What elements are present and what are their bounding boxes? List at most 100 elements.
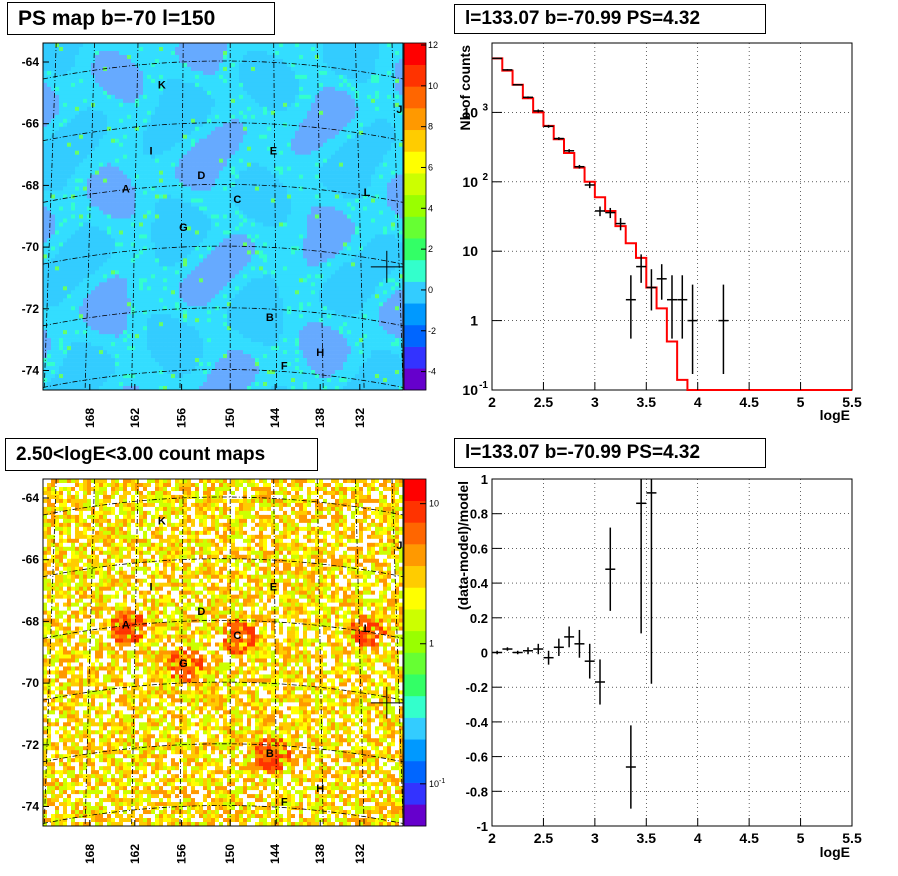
colorbar-swatch [404, 260, 426, 282]
x-tick-label: 2 [488, 830, 496, 846]
source-label: A [122, 184, 130, 196]
x-tick-label: 162 [128, 408, 142, 428]
y-tick-label: -74 [22, 800, 40, 814]
data-point [492, 58, 502, 59]
source-label: L [364, 623, 371, 635]
data-point [544, 651, 554, 665]
x-tick-label: 2.5 [534, 394, 554, 410]
source-label: D [197, 606, 205, 618]
source-label: I [149, 582, 152, 594]
colorbar-swatch [404, 173, 426, 195]
colorbar-tick-label: 8 [428, 122, 433, 132]
x-tick-label: 5 [797, 394, 805, 410]
data-point [585, 644, 595, 679]
source-label: K [158, 80, 166, 92]
colorbar-tick-label: 10-1 [429, 778, 445, 789]
data-point [502, 647, 512, 650]
colorbar-swatch [404, 325, 426, 347]
x-axis-label: logE [820, 844, 850, 860]
colorbar-swatch [404, 631, 426, 653]
data-point [646, 479, 656, 684]
x-tick-label: 2.5 [534, 830, 554, 846]
colorbar-swatch [404, 151, 426, 173]
model-line [492, 58, 852, 390]
colorbar-swatch [404, 130, 426, 152]
x-tick-label: 162 [128, 844, 142, 864]
data-point [616, 218, 626, 230]
colorbar-tick-label: 0 [428, 285, 433, 295]
x-tick-label: 4.5 [739, 830, 759, 846]
y-tick-label: 0.4 [470, 576, 489, 591]
data-point [646, 269, 656, 310]
data-point [605, 528, 615, 611]
colorbar-swatch [404, 783, 426, 805]
data-point [523, 96, 533, 98]
data-point [657, 264, 667, 300]
y-tick-label: 0.8 [470, 507, 488, 522]
source-label: E [270, 146, 277, 158]
source-label: K [158, 516, 166, 528]
source-label: L [364, 187, 371, 199]
data-point [626, 725, 636, 808]
y-axis-label: Nb of counts [457, 45, 473, 131]
count-map-title: 2.50<logE<3.00 count maps [5, 438, 318, 471]
data-point [574, 630, 584, 658]
x-tick-label: 5 [797, 830, 805, 846]
colorbar-swatch [404, 718, 426, 740]
y-tick-label: -64 [22, 55, 40, 69]
colorbar-swatch [404, 739, 426, 761]
data-point [502, 69, 512, 70]
x-tick-label: 144 [268, 408, 282, 428]
x-tick-label: 4.5 [739, 394, 759, 410]
data-point [718, 285, 728, 374]
colorbar-swatch [404, 347, 426, 369]
y-tick-label: -0.6 [466, 750, 488, 765]
y-tick-exponent: -1 [479, 380, 488, 391]
residuals-title: l=133.07 b=-70.99 PS=4.32 [454, 438, 766, 468]
colorbar-swatch [404, 195, 426, 217]
spectrum-title: l=133.07 b=-70.99 PS=4.32 [454, 4, 766, 34]
y-tick-label: -68 [22, 614, 40, 628]
data-point [513, 651, 523, 654]
source-label: E [270, 582, 277, 594]
x-tick-label: 2 [488, 394, 496, 410]
y-tick-label: -64 [22, 491, 40, 505]
colorbar-swatch [404, 303, 426, 325]
data-point [595, 207, 605, 217]
colorbar-swatch [404, 217, 426, 239]
source-label: I [149, 146, 152, 158]
y-tick-exponent: 3 [482, 102, 488, 113]
x-tick-label: 3 [591, 830, 599, 846]
y-tick-label: -68 [22, 178, 40, 192]
source-label: C [233, 630, 241, 642]
y-tick-label: 10 [462, 243, 478, 259]
x-tick-label: 3.5 [637, 394, 657, 410]
colorbar-tick-label: 10 [429, 499, 439, 509]
colorbar-swatch [404, 43, 426, 65]
y-tick-label: -0.4 [466, 715, 489, 730]
x-tick-label: 3 [591, 394, 599, 410]
colorbar-swatch [404, 696, 426, 718]
x-tick-label: 156 [175, 408, 189, 428]
x-tick-label: 138 [313, 408, 327, 428]
source-label: H [316, 783, 324, 795]
y-tick-label: 10 [462, 174, 478, 190]
colorbar-tick-label: 10 [428, 81, 438, 91]
data-point [636, 479, 646, 633]
source-label: A [122, 620, 130, 632]
x-tick-label: 4 [694, 830, 702, 846]
colorbar-tick-label: 1 [429, 639, 434, 649]
data-point [523, 647, 533, 654]
colorbar-tick-label: 6 [428, 162, 433, 172]
colorbar: 10 1 10-1 [404, 479, 445, 826]
data-point [585, 182, 595, 188]
colorbar-tick-label: 2 [428, 244, 433, 254]
colorbar-tick-label: -4 [428, 367, 436, 377]
y-tick-label: 0.6 [470, 541, 488, 556]
y-tick-label: 1 [481, 472, 488, 487]
